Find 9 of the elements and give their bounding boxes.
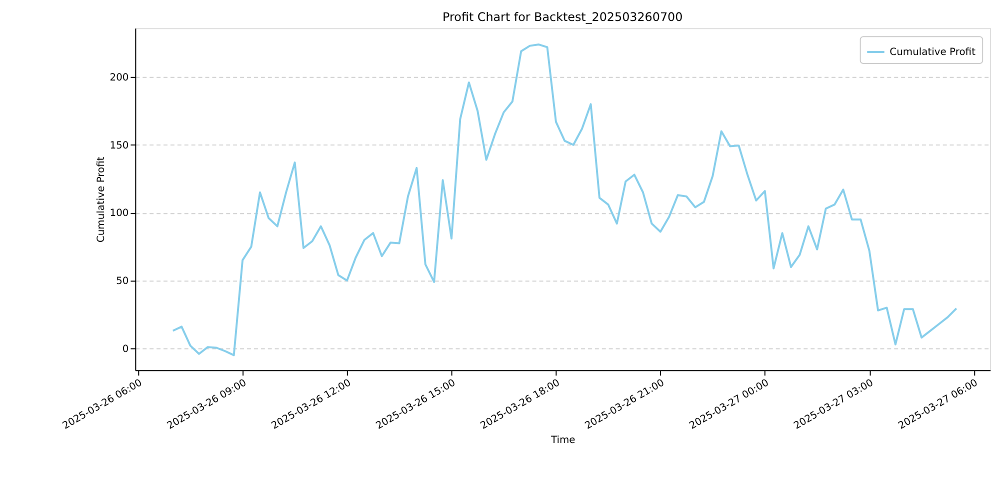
chart-title: Profit Chart for Backtest_202503260700 [442,10,683,24]
y-tick-label: 100 [110,208,129,220]
y-tick-label: 0 [122,344,129,355]
y-axis-title: Cumulative Profit [96,156,107,243]
x-axis-title: Time [550,434,576,446]
y-tick-label: 150 [110,140,129,152]
y-tick-label: 50 [116,276,129,288]
y-tick-label: 200 [110,72,129,84]
legend-label: Cumulative Profit [890,47,976,58]
